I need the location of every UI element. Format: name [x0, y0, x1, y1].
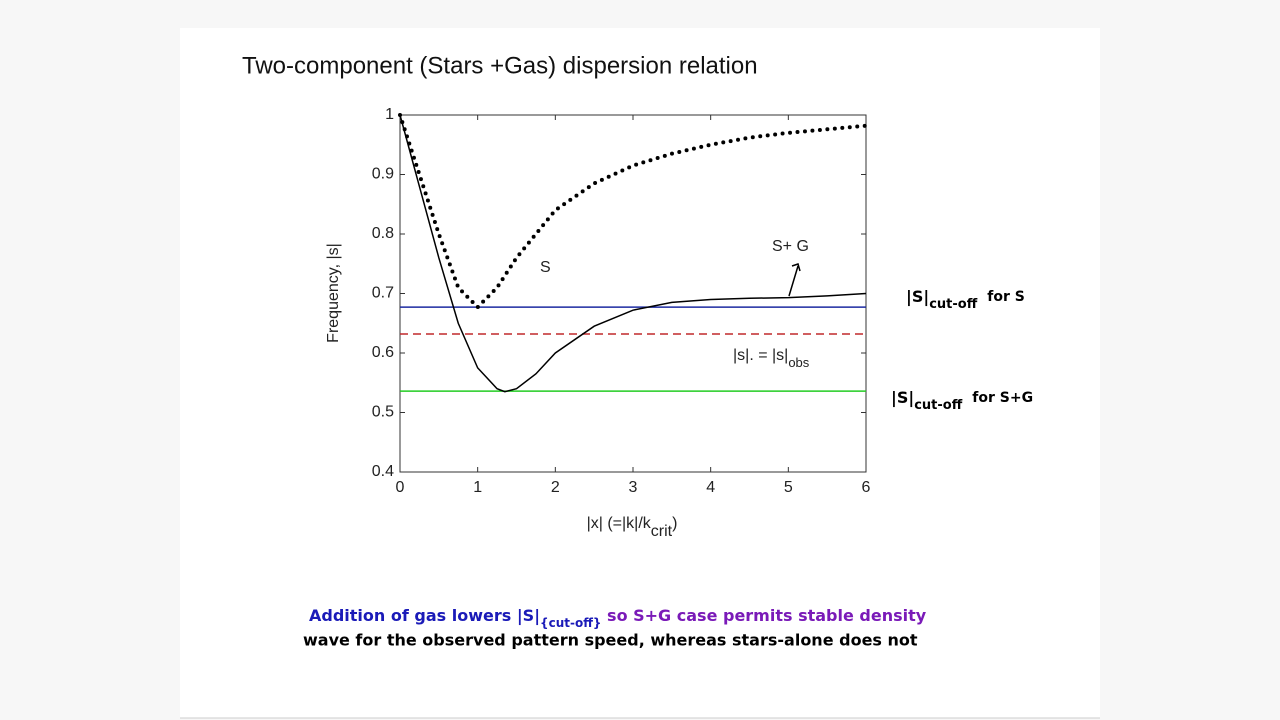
obs-main: |s|. = |s| [733, 347, 788, 364]
cutoff-sub: cut-off [929, 297, 978, 312]
series-label: S [540, 259, 551, 276]
x-tick-label: 5 [784, 479, 793, 496]
cutoff-sub: cut-off [914, 398, 963, 413]
series-line [398, 113, 868, 311]
chart-title: Two-component (Stars +Gas) dispersion re… [242, 52, 758, 79]
obs-label: |s|. = |s|obs [733, 347, 810, 370]
y-tick-label: 1 [385, 106, 394, 123]
caption-line-1: Addition of gas lowers |S|{cut-off} so S… [309, 606, 927, 630]
series-label: S+ G [772, 238, 809, 255]
y-tick-label: 0.4 [372, 463, 394, 480]
y-tick-label: 0.7 [372, 285, 394, 302]
x-tick-label: 0 [396, 479, 405, 496]
x-tick-label: 4 [706, 479, 715, 496]
x-tick-label: 1 [473, 479, 482, 496]
caption-sub: {cut-off} [540, 616, 601, 630]
cutoff-tail: for S [987, 289, 1025, 305]
caption-line-2: wave for the observed pattern speed, whe… [303, 631, 918, 650]
cutoff-main: |S| [891, 388, 914, 408]
x-label-tail: ) [672, 515, 677, 532]
y-tick-label: 0.8 [372, 225, 394, 242]
obs-sub: obs [788, 355, 809, 370]
y-axis-label: Frequency, |s| [325, 243, 342, 343]
annotation-arrow [788, 263, 801, 297]
x-tick-label: 6 [862, 479, 871, 496]
caption-purple: so S+G case permits stable density [601, 606, 926, 625]
cutoff-main: |S| [906, 287, 929, 307]
y-tick-label: 0.6 [372, 344, 394, 361]
plot: 0 1 2 3 4 5 6 0.4 0.5 0.6 0.7 0.8 0.9 1 [372, 106, 871, 496]
x-tick-label: 3 [629, 479, 638, 496]
caption-blue: Addition of gas lowers |S| [309, 606, 540, 626]
cutoff-sg-label: |S|cut-off for S+G [891, 388, 1033, 413]
slide-panel [180, 28, 1100, 718]
cutoff-tail: for S+G [972, 390, 1033, 406]
x-tick-label: 2 [551, 479, 560, 496]
x-label-main: |x| (=|k|/k [587, 515, 652, 532]
x-axis-label: |x| (=|k|/kcrit) [587, 515, 678, 540]
x-label-sub: crit [651, 523, 673, 540]
cutoff-s-label: |S|cut-off for S [906, 287, 1025, 312]
series-line [399, 114, 867, 393]
y-tick-label: 0.9 [372, 166, 394, 183]
y-tick-label: 0.5 [372, 404, 394, 421]
